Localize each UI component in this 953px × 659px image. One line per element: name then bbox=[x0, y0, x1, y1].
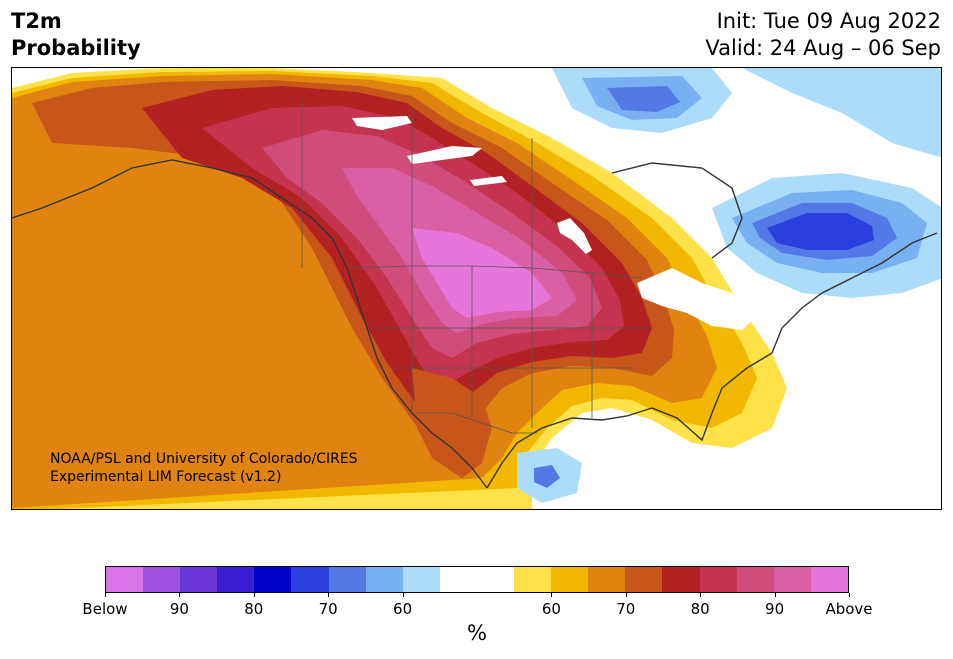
ice-patch-2 bbox=[407, 146, 482, 164]
colorbar-tick-label: 80 bbox=[690, 600, 710, 618]
colorbar-tick-mark bbox=[179, 593, 181, 597]
colorbar-segment bbox=[625, 567, 663, 592]
colorbar-segment bbox=[736, 567, 774, 592]
colorbar-tick-mark bbox=[849, 593, 850, 597]
colorbar-tick-label: 60 bbox=[541, 600, 561, 618]
colorbar-segment bbox=[143, 567, 181, 592]
cool-band-65-arctic bbox=[607, 86, 680, 112]
init-date: Init: Tue 09 Aug 2022 bbox=[716, 9, 941, 33]
colorbar-tick-mark bbox=[774, 593, 776, 597]
colorbar-tick-mark bbox=[253, 593, 255, 597]
colorbar-segment bbox=[699, 567, 737, 592]
colorbar-tick-label: 90 bbox=[765, 600, 785, 618]
credit-line-1: NOAA/PSL and University of Colorado/CIRE… bbox=[50, 451, 358, 467]
title-variable: T2m bbox=[11, 9, 62, 33]
colorbar-segment bbox=[217, 567, 255, 592]
warm-band-above bbox=[412, 228, 552, 318]
colorbar-tick-label: 70 bbox=[318, 600, 338, 618]
us-mexico-border bbox=[417, 412, 537, 434]
colorbar-tick-mark bbox=[625, 593, 627, 597]
east-coast-line bbox=[771, 232, 938, 354]
colorbar-segment bbox=[773, 567, 811, 592]
colorbar-segment bbox=[662, 567, 700, 592]
colorbar-segment bbox=[365, 567, 403, 592]
ice-patch-1 bbox=[352, 116, 412, 130]
colorbar-segment bbox=[810, 567, 848, 592]
colorbar-tick-label: Above bbox=[825, 600, 873, 618]
colorbar-tick-label: 90 bbox=[169, 600, 189, 618]
cool-band-65-mexico bbox=[534, 465, 560, 488]
colorbar-segment bbox=[588, 567, 626, 592]
colorbar-segment bbox=[180, 567, 218, 592]
cool-band-70-northeast bbox=[767, 213, 874, 250]
colorbar-segment bbox=[402, 567, 440, 592]
colorbar-tick-mark bbox=[700, 593, 702, 597]
cool-band-55-arctic-east bbox=[742, 68, 941, 158]
title-product: Probability bbox=[11, 36, 141, 60]
colorbar-segment bbox=[254, 567, 292, 592]
coastlines bbox=[12, 159, 938, 489]
colorbar-segment bbox=[439, 567, 477, 592]
great-lakes bbox=[637, 268, 757, 330]
gulf-coast-line bbox=[486, 352, 773, 489]
political-borders bbox=[301, 98, 652, 434]
ice-patch-3 bbox=[470, 176, 507, 186]
us-canada-border bbox=[351, 265, 643, 279]
colorbar-tick-label: 80 bbox=[244, 600, 264, 618]
colorbar-segment bbox=[291, 567, 329, 592]
map-credit: NOAA/PSL and University of Colorado/CIRE… bbox=[50, 450, 358, 486]
colorbar-segment bbox=[514, 567, 552, 592]
forecast-dates: Init: Tue 09 Aug 2022 Valid: 24 Aug – 06… bbox=[705, 8, 941, 62]
colorbar-segment bbox=[106, 567, 144, 592]
colorbar-tick-mark bbox=[402, 593, 404, 597]
colorbar-segment bbox=[476, 567, 515, 592]
colorbar-unit-label: % bbox=[467, 621, 487, 645]
probability-colorbar bbox=[105, 566, 849, 593]
colorbar-tick-mark bbox=[105, 593, 106, 597]
colorbar-tick-label: Below bbox=[82, 600, 128, 618]
hudson-bay-line bbox=[611, 162, 743, 259]
west-coast-line bbox=[12, 159, 488, 489]
probability-map-svg bbox=[12, 68, 941, 509]
map-title: T2m Probability bbox=[11, 8, 141, 62]
colorbar-tick-mark bbox=[328, 593, 330, 597]
colorbar-tick-label: 70 bbox=[616, 600, 636, 618]
credit-line-2: Experimental LIM Forecast (v1.2) bbox=[50, 469, 282, 485]
colorbar-segment bbox=[328, 567, 366, 592]
valid-period: Valid: 24 Aug – 06 Sep bbox=[705, 36, 941, 60]
colorbar-tick-label: 60 bbox=[393, 600, 413, 618]
colorbar-tick-mark bbox=[551, 593, 553, 597]
lake-winnipeg bbox=[557, 218, 592, 254]
colorbar-segment bbox=[551, 567, 589, 592]
forecast-map: NOAA/PSL and University of Colorado/CIRE… bbox=[11, 67, 942, 510]
